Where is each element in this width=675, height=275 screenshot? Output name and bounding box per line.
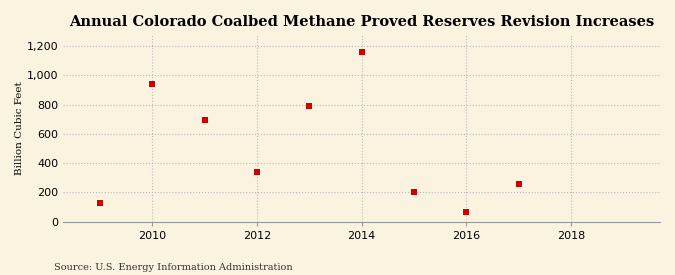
Point	[147, 82, 158, 86]
Point	[461, 210, 472, 214]
Point	[408, 189, 419, 194]
Title: Annual Colorado Coalbed Methane Proved Reserves Revision Increases: Annual Colorado Coalbed Methane Proved R…	[69, 15, 654, 29]
Point	[199, 118, 210, 122]
Point	[513, 182, 524, 186]
Y-axis label: Billion Cubic Feet: Billion Cubic Feet	[15, 81, 24, 175]
Point	[304, 104, 315, 108]
Point	[252, 170, 263, 174]
Point	[356, 50, 367, 54]
Text: Source: U.S. Energy Information Administration: Source: U.S. Energy Information Administ…	[54, 263, 293, 272]
Point	[95, 200, 105, 205]
